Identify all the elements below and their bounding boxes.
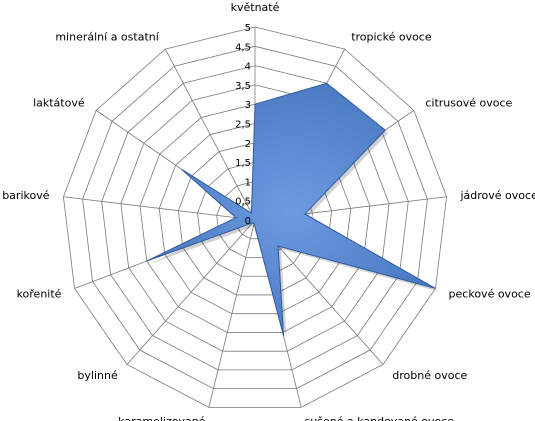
grid-ring [63,26,447,408]
tick-label: 5 [245,23,251,34]
radar-tick-labels: 0 0,5 1 1,5 2 2,5 3 3,5 4 4,5 5 [235,23,251,227]
radar-series [146,82,439,340]
category-label: kořenité [17,287,62,300]
grid-ring [82,45,428,390]
grid-ring [120,84,390,352]
tick-label: 0,5 [235,197,251,208]
tick-label: 3,5 [235,81,251,92]
tick-label: 2,5 [235,120,251,131]
category-label: citrusové ovoce [425,96,512,109]
grid-spoke [126,219,256,365]
tick-label: 4 [245,62,251,73]
category-label: tropické ovoce [351,31,432,44]
grid-ring [101,65,409,371]
tick-label: 3 [245,100,251,111]
tick-label: 2 [245,139,251,150]
tick-label: 0 [245,216,251,227]
category-label: bylinné [77,369,118,382]
category-label: jádrové ovoce [459,189,535,202]
category-label: sušené a kandované ovoce [305,415,455,421]
grid-spoke [164,48,256,221]
category-label: laktátové [33,96,85,109]
tick-label: 1,5 [235,158,251,169]
category-label: peckové ovoce [449,287,531,300]
grid-spoke [208,219,256,408]
series-area [146,82,436,337]
tick-label: 1 [245,177,251,188]
category-label: drobné ovoce [392,369,467,382]
grid-spoke [63,196,256,221]
category-label: květnaté [231,1,280,14]
category-label: minerální a ostatní [55,31,159,44]
category-label: karamelizované [118,415,206,421]
category-label: barikové [2,189,50,202]
tick-label: 4,5 [235,42,251,53]
